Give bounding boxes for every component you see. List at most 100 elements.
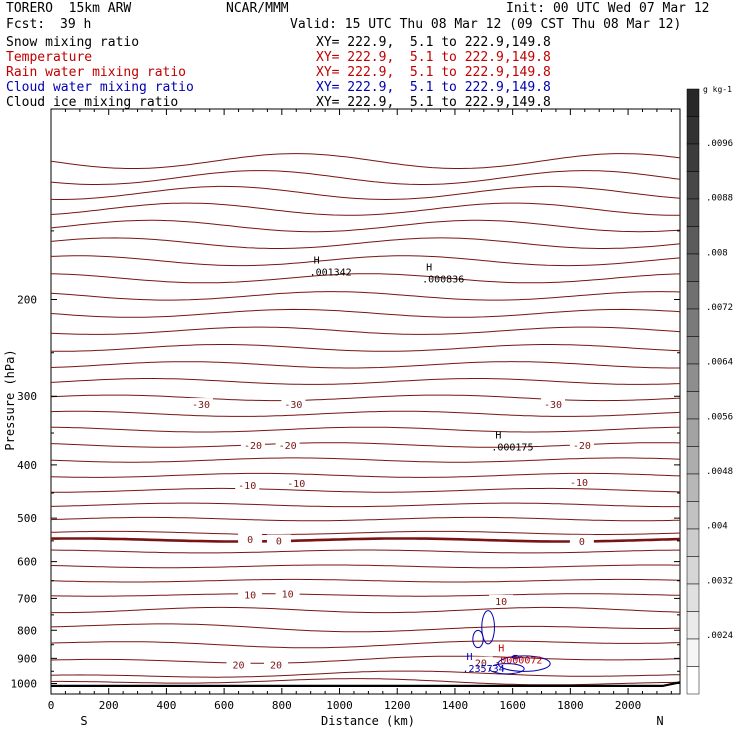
contour-label-bg xyxy=(238,588,263,600)
contour-label: -30 xyxy=(192,400,210,411)
isotherm xyxy=(50,219,681,233)
cloud-water-contour xyxy=(497,655,551,672)
colorbar-tick-label: .008 xyxy=(706,248,728,258)
high-marker-label: H xyxy=(314,256,320,267)
colorbar-cell xyxy=(686,418,700,447)
isotherm xyxy=(51,344,681,352)
isotherm xyxy=(50,655,681,664)
high-marker-label: H xyxy=(498,644,504,655)
contour-label: -10 xyxy=(570,478,588,489)
contour-label: 10 xyxy=(495,597,507,608)
contour-label: 10 xyxy=(282,590,294,601)
y-tick-label: 300 xyxy=(17,390,37,403)
isotherm xyxy=(50,623,681,633)
x-tick-label: 600 xyxy=(214,699,234,712)
isotherm xyxy=(50,549,680,554)
colorbar-cell xyxy=(686,198,700,227)
x-tick-label: 0 xyxy=(48,699,55,712)
contour-label-bg xyxy=(468,656,493,668)
contour-label: 20 xyxy=(233,661,245,672)
contour-label: -10 xyxy=(287,479,305,490)
y-tick-label: 900 xyxy=(17,652,37,665)
contour-label-bg xyxy=(189,398,214,410)
cloud-water-contour xyxy=(481,610,495,645)
isotherm xyxy=(50,153,681,169)
isotherm xyxy=(50,185,681,201)
isotherm xyxy=(51,487,681,493)
x-tick-label: 2000 xyxy=(615,699,642,712)
cloud-water-contour xyxy=(472,629,484,649)
isotherm xyxy=(50,426,681,433)
y-tick-label: 800 xyxy=(17,624,37,637)
isotherm xyxy=(50,502,680,508)
cloud-water-contour xyxy=(511,654,520,660)
field-name-snow: Snow mixing ratio xyxy=(6,35,140,50)
forecast-label: Fcst: xyxy=(6,17,46,32)
colorbar-cell xyxy=(686,473,700,502)
colorbar-cell xyxy=(686,363,700,392)
contour-label-bg xyxy=(284,477,309,489)
contour-label: -20 xyxy=(244,441,262,452)
init-time: Init: 00 UTC Wed 07 Mar 12 xyxy=(506,1,710,16)
colorbar-tick-label: .0048 xyxy=(706,467,733,477)
colorbar-cell xyxy=(686,446,700,475)
high-marker-label: H xyxy=(495,430,501,441)
y-tick-label: 700 xyxy=(17,592,37,605)
isotherm xyxy=(50,291,681,301)
high-marker-value: .000175 xyxy=(491,442,533,453)
colorbar-cell xyxy=(686,226,700,255)
isotherm xyxy=(50,472,681,478)
contour-label-bg xyxy=(235,478,260,490)
field-xy-cloud-water: XY= 222.9, 5.1 to 222.9,149.8 xyxy=(316,80,551,95)
colorbar-cell xyxy=(686,336,700,365)
colorbar-tick-label: .0072 xyxy=(706,303,733,313)
isotherm xyxy=(50,237,681,249)
colorbar-cell xyxy=(686,556,700,585)
colorbar-unit: g kg-1 xyxy=(703,85,732,94)
contour-label-bg xyxy=(541,398,566,410)
isotherm xyxy=(50,202,681,216)
y-tick-label: 500 xyxy=(17,512,37,525)
colorbar-cell xyxy=(686,583,700,612)
cloud-water-contours xyxy=(472,610,551,675)
plot-frame xyxy=(50,108,681,695)
x-tick-label: 1800 xyxy=(557,699,584,712)
contour-label-bg xyxy=(264,658,289,670)
field-xy-rain: XY= 222.9, 5.1 to 222.9,149.8 xyxy=(316,65,551,80)
isotherm xyxy=(50,516,681,522)
contour-label: -10 xyxy=(238,481,256,492)
y-tick-label: 600 xyxy=(17,556,37,569)
colorbar-cell xyxy=(686,308,700,337)
field-name-cloud-ice: Cloud ice mixing ratio xyxy=(6,95,179,110)
isotherm xyxy=(50,530,681,535)
contour-label: -30 xyxy=(284,400,302,411)
x-axis-title: Distance (km) xyxy=(321,714,415,728)
x-tick-label: 800 xyxy=(272,699,292,712)
contour-label: 10 xyxy=(244,591,256,602)
terrain-line xyxy=(51,681,681,687)
x-tick-label: 1600 xyxy=(499,699,526,712)
y-axis-title: Pressure (hPa) xyxy=(3,349,17,450)
high-marker-label: H xyxy=(426,262,432,273)
valid-time: Valid: 15 UTC Thu 08 Mar 12 (09 CST Thu … xyxy=(290,17,682,32)
colorbar-cell xyxy=(686,391,700,420)
colorbar-tick-label: .0088 xyxy=(706,194,733,204)
contour-label-bg xyxy=(489,594,514,606)
contour-label: 20 xyxy=(475,659,487,670)
x-tick-label: 1000 xyxy=(326,699,353,712)
field-name-rain: Rain water mixing ratio xyxy=(6,65,187,80)
isotherm xyxy=(50,170,681,185)
contour-label: 0 xyxy=(276,536,282,547)
contour-label: 0 xyxy=(247,535,253,546)
isotherm xyxy=(50,578,681,583)
high-marker-value: .0000072 xyxy=(494,656,542,667)
isotherm xyxy=(50,457,681,463)
contour-label: -30 xyxy=(544,400,562,411)
colorbar-tick-label: .0056 xyxy=(706,412,733,422)
isotherm xyxy=(50,308,681,318)
colorbar-tick-label: .0024 xyxy=(706,631,733,641)
org-label: NCAR/MMM xyxy=(226,1,289,16)
x-axis-left-end: S xyxy=(80,714,87,728)
isotherm xyxy=(50,361,680,369)
